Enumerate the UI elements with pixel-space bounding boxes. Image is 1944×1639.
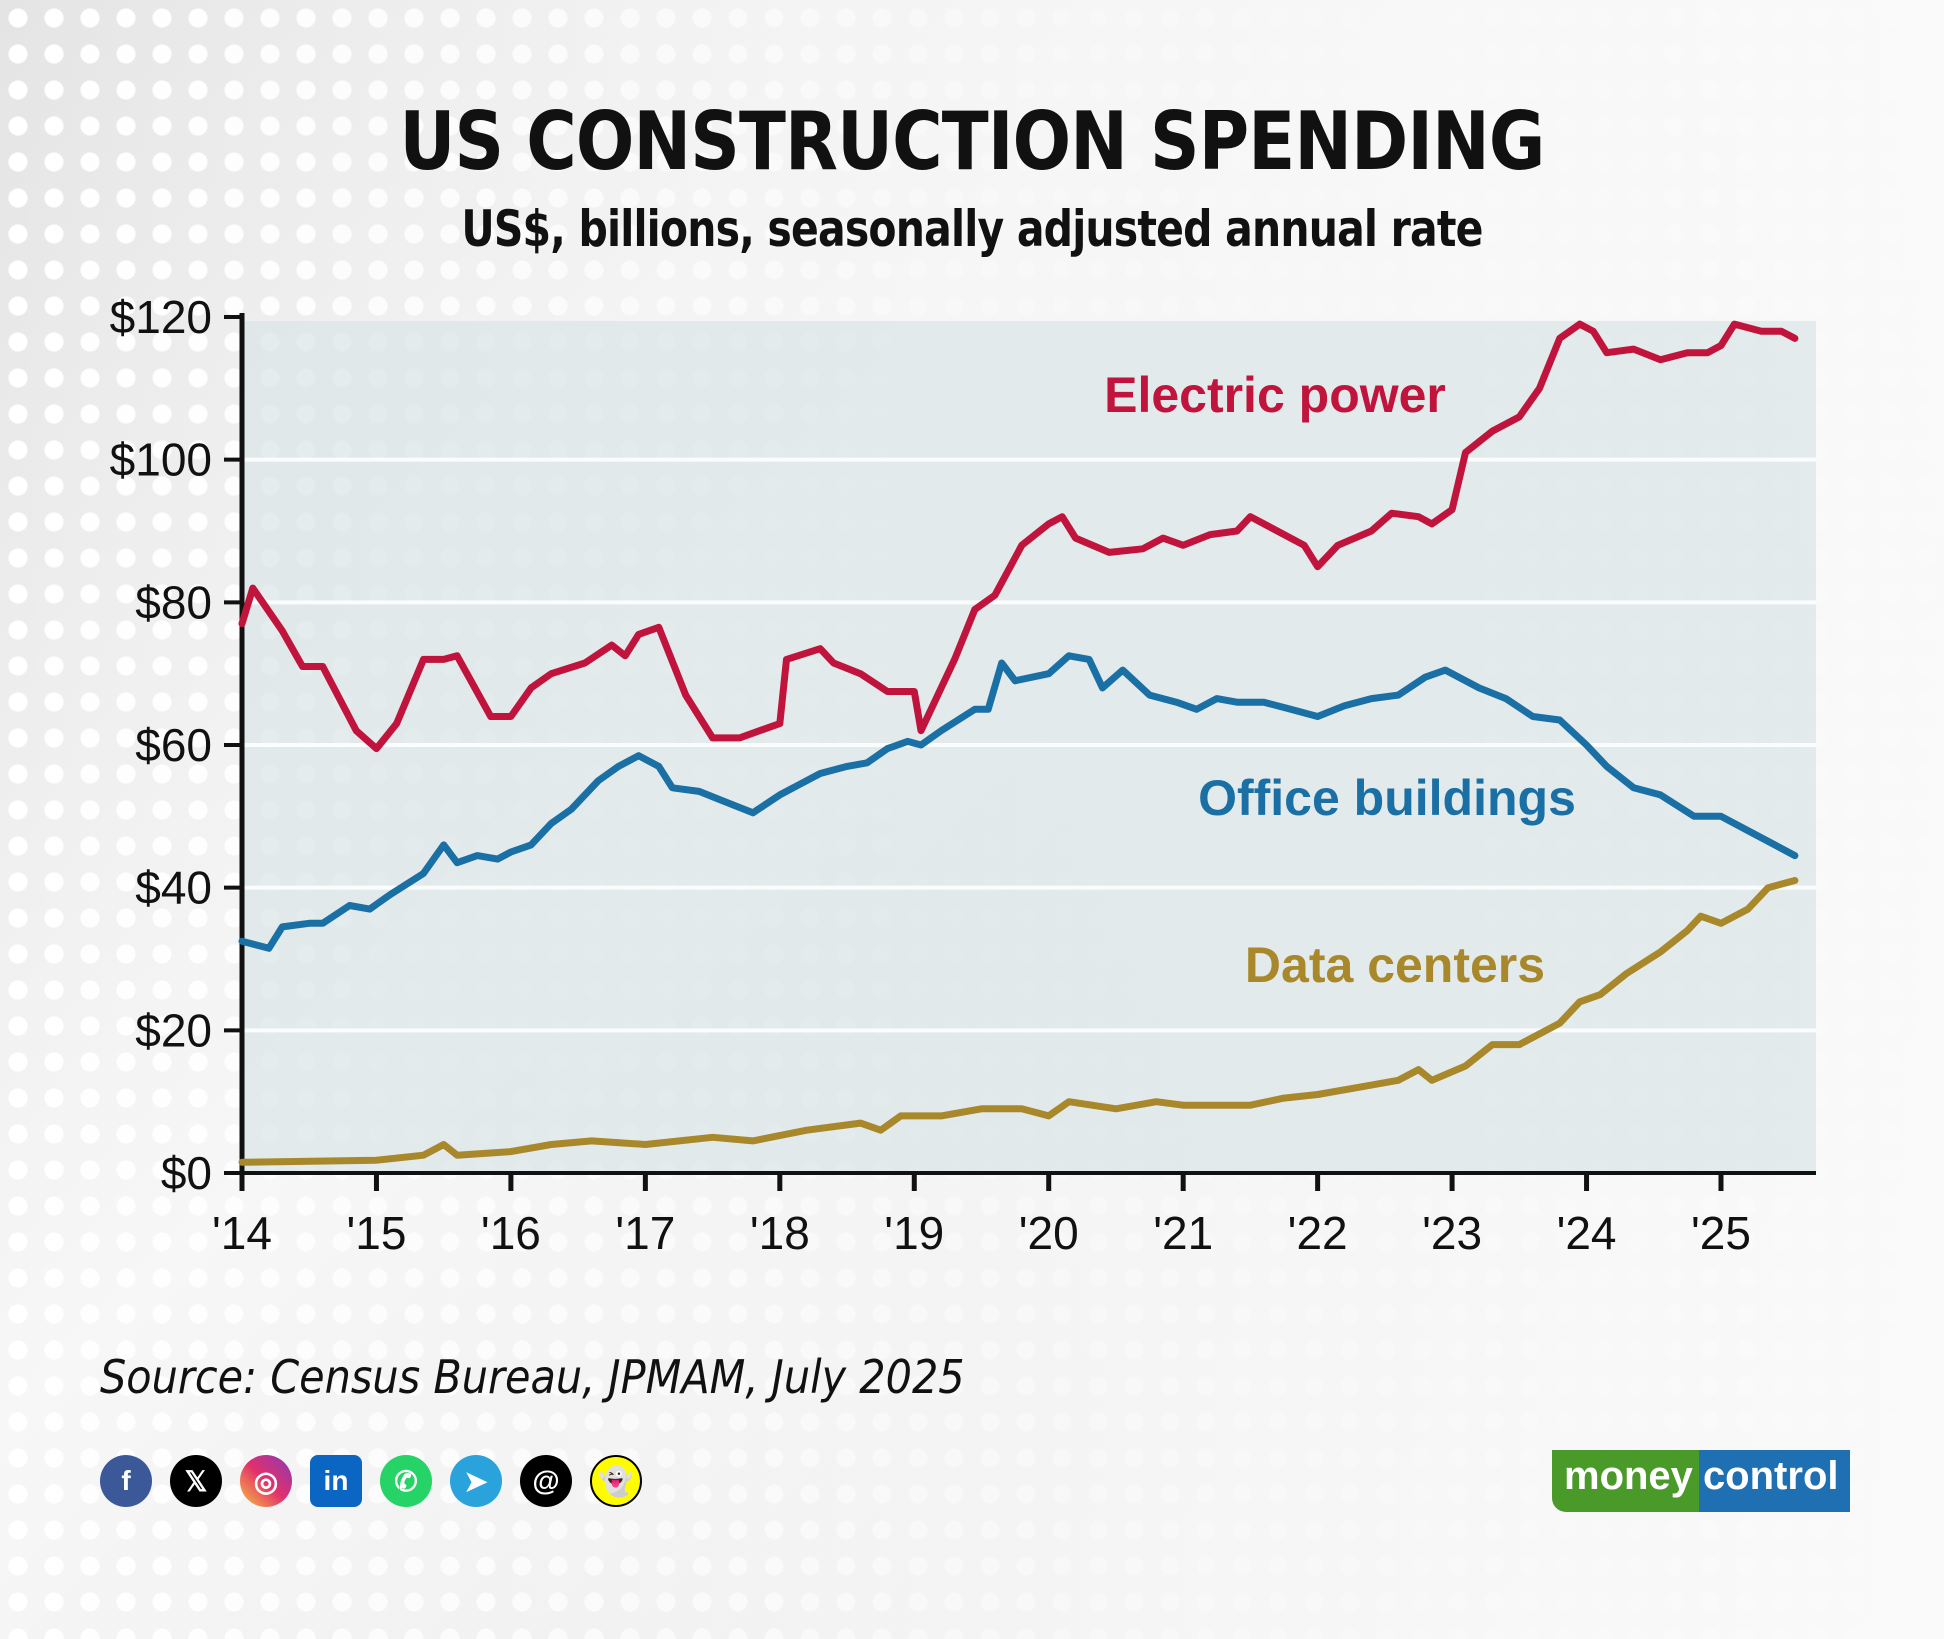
y-tick-label: $100 [110, 434, 212, 486]
logo-part-control: control [1698, 1450, 1851, 1512]
snapchat-icon[interactable]: 👻 [590, 1455, 642, 1507]
x-tick-label: '21 [1153, 1207, 1213, 1259]
x-tick-label: '20 [1019, 1207, 1079, 1259]
linkedin-icon[interactable]: in [310, 1455, 362, 1507]
telegram-icon[interactable]: ➤ [450, 1455, 502, 1507]
y-tick-label: $40 [135, 862, 212, 914]
threads-icon[interactable]: @ [520, 1455, 572, 1507]
instagram-icon[interactable]: ◎ [240, 1455, 292, 1507]
chart-subtitle: US$, billions, seasonally adjusted annua… [461, 200, 1483, 258]
series-label: Data centers [1245, 937, 1545, 993]
series-label: Office buildings [1198, 770, 1576, 826]
x-tick-label: '23 [1422, 1207, 1482, 1259]
logo-part-money: money [1552, 1450, 1699, 1512]
x-tick-label: '15 [346, 1207, 406, 1259]
facebook-icon[interactable]: f [100, 1455, 152, 1507]
moneycontrol-logo: money control [1552, 1450, 1851, 1512]
y-tick-label: $80 [135, 576, 212, 628]
chart-title: US CONSTRUCTION SPENDING [399, 95, 1546, 188]
series-line-data-centers [238, 877, 1799, 1166]
social-icons: f 𝕏 ◎ in ✆ ➤ @ 👻 [100, 1455, 642, 1507]
y-tick-label: $60 [135, 719, 212, 771]
x-tick-label: '17 [615, 1207, 675, 1259]
whatsapp-icon[interactable]: ✆ [380, 1455, 432, 1507]
source-note: Source: Census Bureau, JPMAM, July 2025 [100, 1350, 965, 1404]
x-tick-label: '24 [1557, 1207, 1617, 1259]
y-tick-label: $120 [110, 291, 212, 343]
x-tick-label: '25 [1691, 1207, 1751, 1259]
series-label: Electric power [1104, 367, 1446, 423]
x-tick-label: '18 [750, 1207, 810, 1259]
series-line-office-buildings [238, 652, 1799, 952]
x-tick-label: '14 [212, 1207, 272, 1259]
x-icon[interactable]: 𝕏 [170, 1455, 222, 1507]
y-tick-label: $0 [161, 1147, 212, 1199]
y-tick-label: $20 [135, 1004, 212, 1056]
x-tick-label: '19 [884, 1207, 944, 1259]
x-tick-label: '22 [1288, 1207, 1348, 1259]
x-tick-label: '16 [481, 1207, 541, 1259]
series-line-electric-power [238, 320, 1799, 753]
